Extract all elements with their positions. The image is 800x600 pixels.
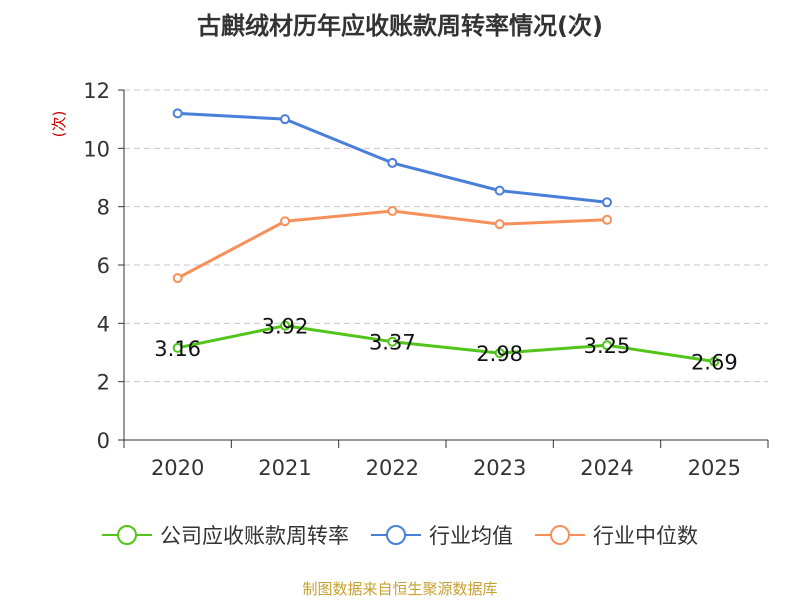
- data-point[interactable]: [280, 216, 290, 227]
- data-label: 3.92: [262, 315, 309, 339]
- x-tick-label: 2024: [580, 456, 633, 480]
- series-line: [176, 209, 608, 280]
- data-point[interactable]: [280, 320, 290, 331]
- data-point[interactable]: [602, 214, 612, 225]
- legend-line-icon-industry-mean: [371, 525, 421, 545]
- data-point[interactable]: [602, 340, 612, 351]
- y-tick-label: 2: [97, 371, 110, 395]
- axes: 0 2 4 6 8 10 12 2020 2021 2022 2023 2024 2025 (次): [50, 79, 769, 480]
- legend-item-industry-mean[interactable]: 行业均值: [371, 520, 513, 550]
- data-label: 3.16: [154, 337, 201, 361]
- x-tick-label: 2023: [473, 456, 526, 480]
- grid-lines: [124, 89, 768, 383]
- data-point[interactable]: [387, 157, 398, 168]
- x-tick-label: 2025: [688, 456, 741, 480]
- x-tick-label: 2021: [258, 456, 311, 480]
- data-point[interactable]: [494, 219, 505, 230]
- legend-line-icon-company: [102, 525, 152, 545]
- data-point[interactable]: [494, 348, 505, 359]
- series-line: [177, 111, 608, 204]
- series-line: [177, 324, 715, 364]
- series-lines: [172, 108, 720, 367]
- data-point[interactable]: [387, 206, 398, 217]
- legend-item-company[interactable]: 公司应收账款周转率: [102, 520, 349, 550]
- y-tick-label: 6: [97, 254, 110, 278]
- source-note: 制图数据来自恒生聚源数据库: [302, 580, 498, 598]
- y-tick-label: 0: [97, 429, 110, 453]
- legend: 公司应收账款周转率 行业均值 行业中位数: [0, 520, 800, 550]
- y-tick-label: 8: [97, 196, 110, 220]
- data-point[interactable]: [172, 108, 183, 119]
- chart-title: 古麒绒材历年应收账款周转率情况(次): [197, 12, 603, 40]
- legend-line-icon-industry-median: [535, 525, 585, 545]
- data-point[interactable]: [280, 114, 290, 125]
- legend-item-industry-median[interactable]: 行业中位数: [535, 520, 698, 550]
- data-point[interactable]: [494, 185, 505, 196]
- data-label: 3.25: [584, 334, 631, 358]
- legend-label-industry-mean: 行业均值: [429, 524, 513, 548]
- data-point[interactable]: [709, 356, 720, 367]
- data-label: 2.69: [691, 351, 738, 375]
- y-tick-label: 4: [97, 312, 110, 336]
- data-point[interactable]: [387, 336, 398, 347]
- y-axis-label: (次): [50, 111, 68, 138]
- legend-label-company: 公司应收账款周转率: [160, 524, 349, 548]
- legend-label-industry-median: 行业中位数: [593, 524, 698, 548]
- data-label: 2.98: [476, 342, 523, 366]
- y-tick-label: 12: [83, 79, 110, 103]
- x-tick-label: 2022: [366, 456, 419, 480]
- data-point[interactable]: [172, 273, 183, 284]
- data-label: 3.37: [369, 331, 416, 355]
- data-point[interactable]: [172, 342, 183, 353]
- data-labels: 3.16 3.92 3.37 2.98 3.25 2.69: [154, 315, 737, 375]
- data-point[interactable]: [602, 197, 612, 208]
- y-tick-label: 10: [83, 137, 110, 161]
- x-tick-label: 2020: [151, 456, 204, 480]
